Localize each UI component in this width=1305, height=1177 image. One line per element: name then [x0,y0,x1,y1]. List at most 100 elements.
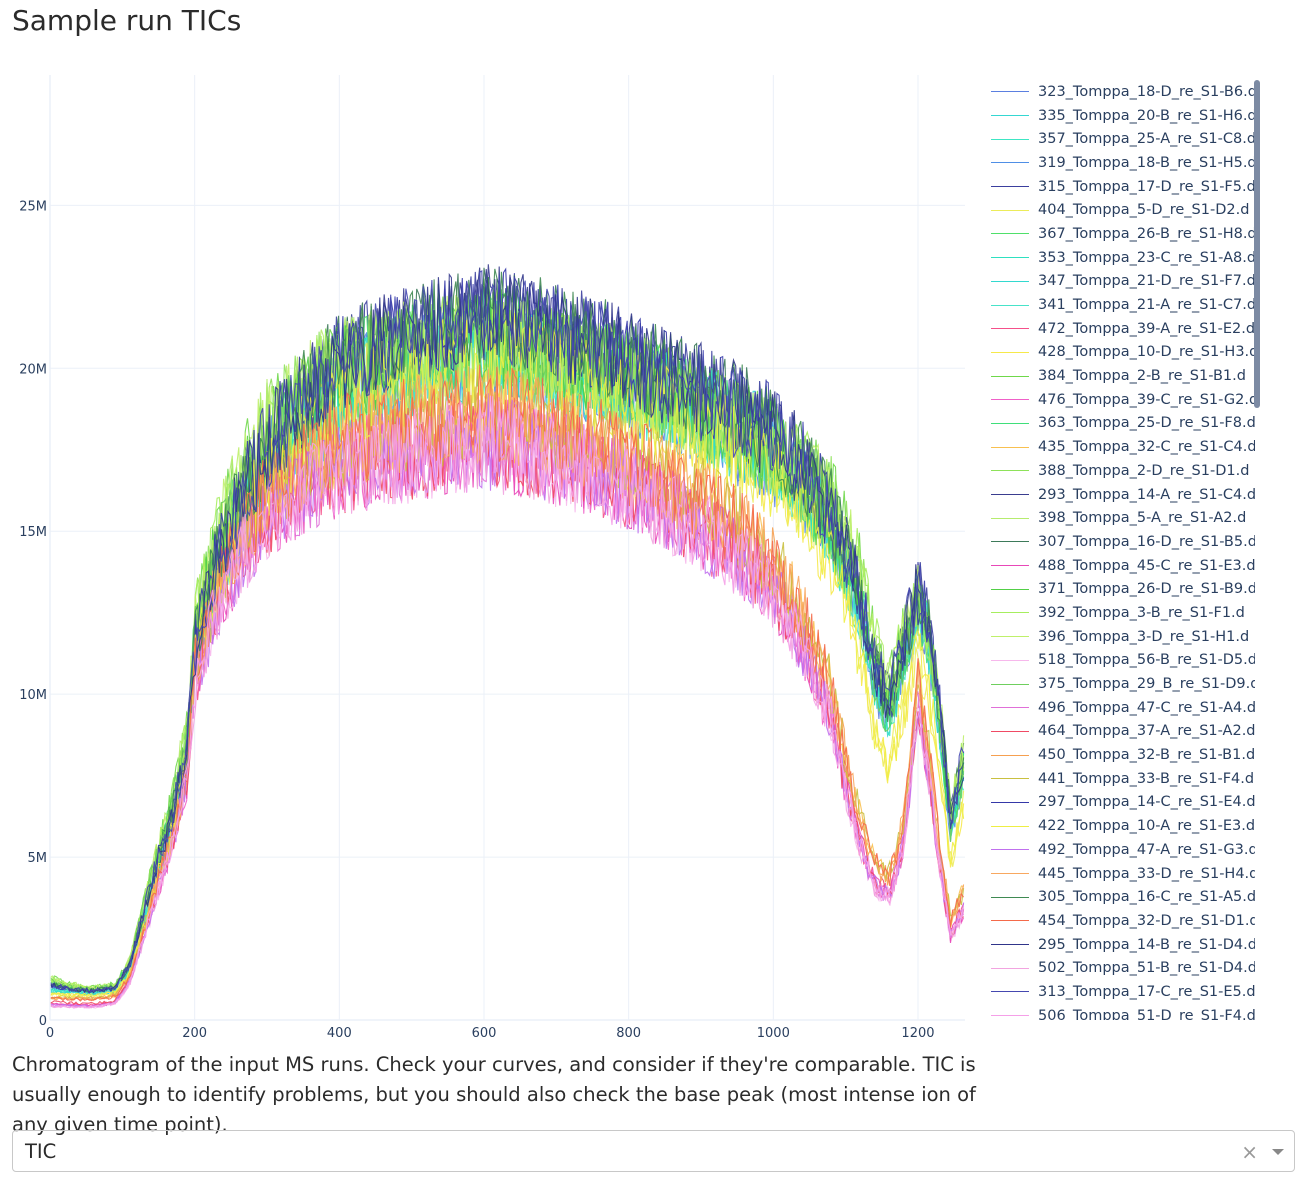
legend-label: 341_Tomppa_21-A_re_S1-C7.d [1038,297,1255,314]
legend-swatch [991,494,1029,496]
legend-item[interactable]: 305_Tomppa_16-C_re_S1-A5.d [985,885,1255,909]
legend-item[interactable]: 323_Tomppa_18-D_re_S1-B6.d [985,80,1255,104]
legend-swatch [991,470,1029,472]
legend-swatch [991,517,1029,519]
series-line[interactable] [49,266,965,994]
y-tick-label: 10M [19,688,47,703]
legend-label: 472_Tomppa_39-A_re_S1-E2.d [1038,320,1255,337]
legend-item[interactable]: 347_Tomppa_21-D_re_S1-F7.d [985,270,1255,294]
legend-swatch [991,280,1029,282]
legend-item[interactable]: 502_Tomppa_51-B_re_S1-D4.d [985,956,1255,980]
legend-item[interactable]: 367_Tomppa_26-B_re_S1-H8.d [985,222,1255,246]
legend-item[interactable]: 319_Tomppa_18-B_re_S1-H5.d [985,151,1255,175]
legend-item[interactable]: 518_Tomppa_56-B_re_S1-D5.d [985,649,1255,673]
legend-swatch [991,707,1029,709]
legend-label: 293_Tomppa_14-A_re_S1-C4.d [1038,486,1255,503]
legend-item[interactable]: 492_Tomppa_47-A_re_S1-G3.d [985,838,1255,862]
legend-item[interactable]: 375_Tomppa_29_B_re_S1-D9.d [985,672,1255,696]
legend-item[interactable]: 396_Tomppa_3-D_re_S1-H1.d [985,625,1255,649]
legend-swatch [991,730,1029,732]
legend-swatch [991,209,1029,211]
chart-type-select[interactable]: TIC × [12,1130,1295,1172]
legend-item[interactable]: 488_Tomppa_45-C_re_S1-E3.d [985,554,1255,578]
legend-label: 506_Tomppa_51-D_re_S1-F4.d [1038,1007,1255,1020]
legend-item[interactable]: 293_Tomppa_14-A_re_S1-C4.d [985,483,1255,507]
legend-item[interactable]: 363_Tomppa_25-D_re_S1-F8.d [985,412,1255,436]
legend-swatch [991,896,1029,898]
series-line[interactable] [49,364,965,1002]
legend-item[interactable]: 295_Tomppa_14-B_re_S1-D4.d [985,933,1255,957]
legend-item[interactable]: 398_Tomppa_5-A_re_S1-A2.d [985,506,1255,530]
chevron-down-icon[interactable] [1272,1149,1284,1155]
x-tick-label: 0 [46,1026,54,1041]
y-tick-label: 25M [19,199,47,214]
legend-label: 476_Tomppa_39-C_re_S1-G2.d [1038,391,1255,408]
legend-label: 363_Tomppa_25-D_re_S1-F8.d [1038,415,1255,432]
tic-chart: 0 5M 10M 15M 20M 25M 0 200 400 600 800 1000 1200 [19,75,965,1041]
series-line[interactable] [49,270,965,994]
legend-item[interactable]: 472_Tomppa_39-A_re_S1-E2.d [985,317,1255,341]
legend-item[interactable]: 496_Tomppa_47-C_re_S1-A4.d [985,696,1255,720]
legend-item[interactable]: 445_Tomppa_33-D_re_S1-H4.d [985,862,1255,886]
legend-item[interactable]: 313_Tomppa_17-C_re_S1-E5.d [985,980,1255,1004]
legend-label: 464_Tomppa_37-A_re_S1-A2.d [1038,723,1255,740]
legend-item[interactable]: 392_Tomppa_3-B_re_S1-F1.d [985,601,1255,625]
select-value: TIC [25,1140,57,1163]
legend-label: 502_Tomppa_51-B_re_S1-D4.d [1038,960,1255,977]
legend-item[interactable]: 341_Tomppa_21-A_re_S1-C7.d [985,293,1255,317]
legend-item[interactable]: 404_Tomppa_5-D_re_S1-D2.d [985,198,1255,222]
x-tick-label: 800 [616,1026,641,1041]
legend-swatch [991,138,1029,140]
legend-item[interactable]: 422_Tomppa_10-A_re_S1-E3.d [985,814,1255,838]
legend-swatch [991,233,1029,235]
legend-item[interactable]: 476_Tomppa_39-C_re_S1-G2.d [985,388,1255,412]
legend-swatch [991,328,1029,330]
legend-swatch [991,351,1029,353]
legend-swatch [991,944,1029,946]
legend-item[interactable]: 435_Tomppa_32-C_re_S1-C4.d [985,435,1255,459]
legend-swatch [991,375,1029,377]
legend-item[interactable]: 464_Tomppa_37-A_re_S1-A2.d [985,720,1255,744]
x-tick-label: 1000 [757,1026,790,1041]
legend-label: 367_Tomppa_26-B_re_S1-H8.d [1038,225,1255,242]
legend-item[interactable]: 454_Tomppa_32-D_re_S1-D1.d [985,909,1255,933]
legend-label: 295_Tomppa_14-B_re_S1-D4.d [1038,936,1255,953]
legend-item[interactable]: 428_Tomppa_10-D_re_S1-H3.d [985,341,1255,365]
legend-swatch [991,565,1029,567]
legend-swatch [991,873,1029,875]
legend-label: 388_Tomppa_2-D_re_S1-D1.d [1038,462,1250,479]
legend-item[interactable]: 441_Tomppa_33-B_re_S1-F4.d [985,767,1255,791]
y-tick-label: 5M [28,851,48,866]
legend-swatch [991,967,1029,969]
legend-item[interactable]: 307_Tomppa_16-D_re_S1-B5.d [985,530,1255,554]
legend-label: 323_Tomppa_18-D_re_S1-B6.d [1038,83,1255,100]
legend-item[interactable]: 384_Tomppa_2-B_re_S1-B1.d [985,364,1255,388]
series-line[interactable] [49,395,965,1009]
legend-swatch [991,422,1029,424]
legend-item[interactable]: 506_Tomppa_51-D_re_S1-F4.d [985,1004,1255,1020]
legend-swatch [991,446,1029,448]
legend-label: 450_Tomppa_32-B_re_S1-B1.d [1038,747,1255,764]
legend-item[interactable]: 335_Tomppa_20-B_re_S1-H6.d [985,104,1255,128]
legend-label: 347_Tomppa_21-D_re_S1-F7.d [1038,273,1255,290]
legend-label: 371_Tomppa_26-D_re_S1-B9.d [1038,581,1255,598]
series-line[interactable] [49,267,965,994]
clear-icon[interactable]: × [1241,1140,1258,1164]
legend-item[interactable]: 450_Tomppa_32-B_re_S1-B1.d [985,743,1255,767]
legend-item[interactable]: 371_Tomppa_26-D_re_S1-B9.d [985,577,1255,601]
legend-label: 454_Tomppa_32-D_re_S1-D1.d [1038,912,1255,929]
legend-swatch [991,683,1029,685]
axes: 0 5M 10M 15M 20M 25M 0 200 400 600 800 1000 1200 [19,75,965,1041]
legend-swatch [991,115,1029,117]
legend-item[interactable]: 353_Tomppa_23-C_re_S1-A8.d [985,246,1255,270]
legend-item[interactable]: 315_Tomppa_17-D_re_S1-F5.d [985,175,1255,199]
legend-item[interactable]: 297_Tomppa_14-C_re_S1-E4.d [985,791,1255,815]
legend-scrollbar[interactable] [1254,80,1260,1020]
series-lines [49,264,965,1009]
legend-swatch [991,801,1029,803]
legend-swatch [991,778,1029,780]
legend-scroll-thumb[interactable] [1254,80,1260,408]
legend-label: 335_Tomppa_20-B_re_S1-H6.d [1038,107,1255,124]
legend-item[interactable]: 357_Tomppa_25-A_re_S1-C8.d [985,127,1255,151]
legend-item[interactable]: 388_Tomppa_2-D_re_S1-D1.d [985,459,1255,483]
